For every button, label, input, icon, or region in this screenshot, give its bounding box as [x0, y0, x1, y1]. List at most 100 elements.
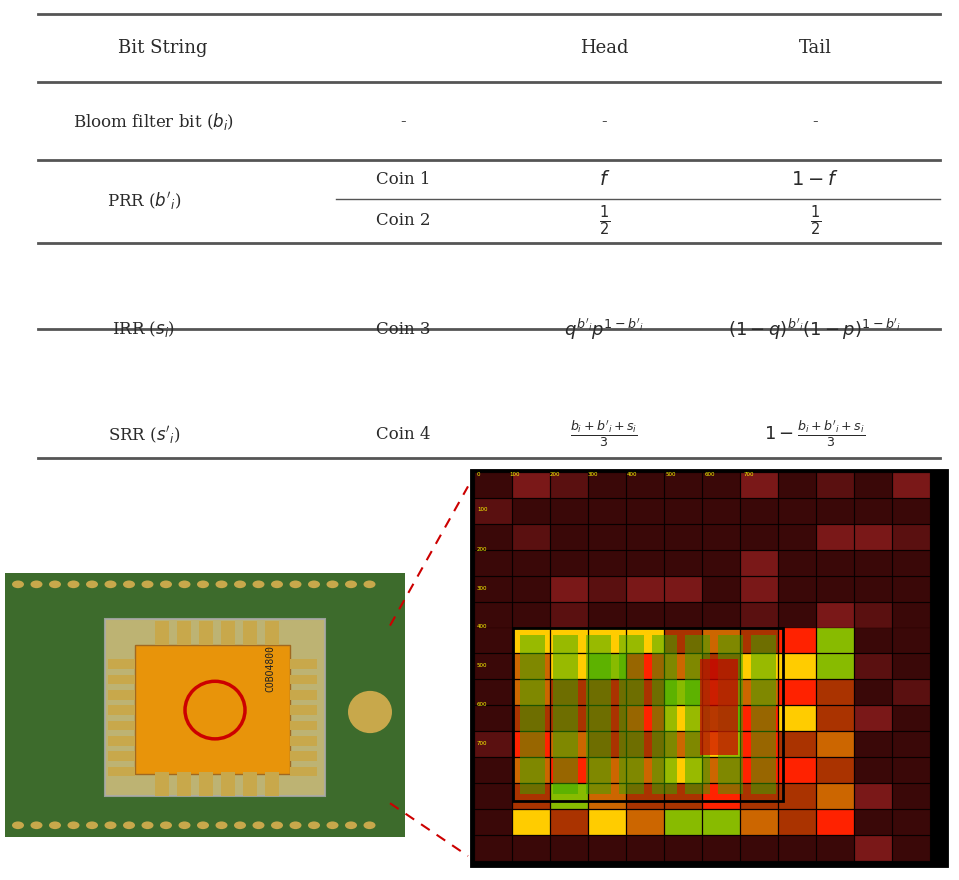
- Bar: [513, 628, 550, 654]
- Text: 500: 500: [666, 472, 676, 477]
- Bar: [817, 707, 854, 731]
- Bar: [855, 732, 892, 757]
- Bar: [627, 732, 664, 757]
- Bar: [475, 603, 512, 627]
- Bar: [665, 784, 702, 809]
- Bar: [741, 707, 778, 731]
- Bar: [893, 499, 930, 524]
- Bar: [855, 655, 892, 679]
- Bar: [513, 524, 550, 550]
- Bar: [817, 784, 854, 809]
- Text: Coin 1: Coin 1: [376, 171, 430, 188]
- Bar: [221, 773, 235, 796]
- Bar: [105, 619, 325, 796]
- Bar: [665, 758, 702, 783]
- Bar: [589, 551, 626, 576]
- Bar: [551, 680, 588, 705]
- Ellipse shape: [123, 581, 135, 588]
- Text: $1 - \frac{b_i+b'_i+s_i}{3}$: $1 - \frac{b_i+b'_i+s_i}{3}$: [764, 419, 866, 451]
- Text: Coin 3: Coin 3: [376, 321, 430, 338]
- Bar: [855, 758, 892, 783]
- Ellipse shape: [252, 821, 265, 829]
- Text: Coin 4: Coin 4: [376, 426, 430, 444]
- Ellipse shape: [31, 581, 42, 588]
- Bar: [779, 499, 816, 524]
- Bar: [703, 655, 740, 679]
- Ellipse shape: [12, 821, 24, 829]
- Text: COBO4800: COBO4800: [265, 645, 275, 693]
- Bar: [741, 732, 778, 757]
- Bar: [513, 836, 550, 861]
- Bar: [855, 551, 892, 576]
- Text: 100: 100: [510, 472, 520, 477]
- Bar: [290, 766, 317, 776]
- Text: Tail: Tail: [799, 39, 831, 57]
- Bar: [703, 784, 740, 809]
- Bar: [513, 784, 550, 809]
- Bar: [779, 473, 816, 498]
- Bar: [703, 758, 740, 783]
- Bar: [741, 758, 778, 783]
- Bar: [665, 655, 702, 679]
- Bar: [893, 758, 930, 783]
- Ellipse shape: [271, 581, 283, 588]
- Text: PRR ($b'_i$): PRR ($b'_i$): [106, 190, 181, 212]
- Ellipse shape: [160, 581, 172, 588]
- Bar: [665, 524, 702, 550]
- Bar: [627, 551, 664, 576]
- Bar: [779, 655, 816, 679]
- Bar: [741, 655, 778, 679]
- Bar: [779, 680, 816, 705]
- Bar: [589, 655, 626, 679]
- Ellipse shape: [345, 581, 357, 588]
- Bar: [855, 628, 892, 654]
- Bar: [741, 576, 778, 602]
- Bar: [475, 707, 512, 731]
- Ellipse shape: [31, 821, 42, 829]
- Text: 500: 500: [477, 663, 487, 668]
- Ellipse shape: [290, 821, 301, 829]
- Bar: [741, 499, 778, 524]
- Bar: [475, 732, 512, 757]
- Text: Bit String: Bit String: [118, 39, 208, 57]
- Bar: [893, 576, 930, 602]
- Bar: [265, 620, 279, 645]
- Bar: [589, 758, 626, 783]
- Bar: [741, 784, 778, 809]
- Bar: [893, 524, 930, 550]
- Text: 400: 400: [627, 472, 637, 477]
- Bar: [893, 680, 930, 705]
- Bar: [893, 732, 930, 757]
- Bar: [108, 752, 135, 761]
- Bar: [741, 810, 778, 835]
- Bar: [703, 551, 740, 576]
- Bar: [221, 620, 235, 645]
- Text: -: -: [812, 113, 818, 129]
- Text: Head: Head: [580, 39, 628, 57]
- Text: 700: 700: [477, 741, 487, 745]
- Ellipse shape: [178, 581, 191, 588]
- Bar: [265, 773, 279, 796]
- Ellipse shape: [290, 581, 301, 588]
- Bar: [703, 732, 740, 757]
- Bar: [177, 620, 191, 645]
- Bar: [551, 499, 588, 524]
- Bar: [665, 499, 702, 524]
- Ellipse shape: [271, 821, 283, 829]
- Ellipse shape: [252, 581, 265, 588]
- Text: $\frac{b_i+b'_i+s_i}{3}$: $\frac{b_i+b'_i+s_i}{3}$: [571, 419, 638, 451]
- Ellipse shape: [160, 821, 172, 829]
- Bar: [703, 603, 740, 627]
- Bar: [551, 524, 588, 550]
- Bar: [513, 758, 550, 783]
- Bar: [520, 635, 545, 794]
- Bar: [513, 603, 550, 627]
- Ellipse shape: [326, 821, 339, 829]
- Text: $\frac{1}{2}$: $\frac{1}{2}$: [598, 203, 610, 238]
- Bar: [290, 736, 317, 745]
- Bar: [199, 773, 213, 796]
- Bar: [290, 675, 317, 684]
- Ellipse shape: [197, 821, 209, 829]
- Bar: [817, 576, 854, 602]
- Text: -: -: [400, 113, 406, 129]
